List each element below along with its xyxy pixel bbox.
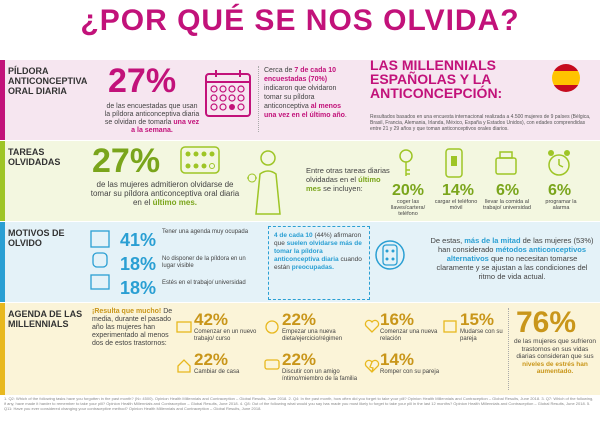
text-highlight: más de la mitad	[464, 236, 521, 245]
text: cuando están	[274, 256, 362, 271]
page-title: ¿POR QUÉ SE NOS OLVIDA?	[80, 4, 520, 37]
section-accent-bar	[0, 60, 5, 140]
reason-label: Estés en el trabajo/ universidad	[162, 280, 246, 286]
text: Entre otras tareas diarias olvidadas en …	[306, 166, 390, 184]
text-highlight: preocupadas.	[291, 264, 334, 271]
text-highlight: al menos una vez en el último año	[264, 103, 345, 119]
pill-strip-icon	[372, 230, 408, 280]
briefcase-icon	[176, 318, 192, 334]
text-highlight: métodos anticonceptivos alternativos	[446, 245, 586, 263]
task-label: coger las llaves/cartera/ teléfono	[390, 199, 426, 217]
text-highlight: niveles de estrés han aumentado.	[522, 360, 588, 376]
reason-label: Tener una agenda muy ocupada	[162, 229, 249, 235]
stress-text: de las mujeres que sufrieron trastornos …	[514, 338, 596, 376]
stat-text-b: Cerca de 7 de cada 10 encuestadas (70%) …	[264, 66, 350, 120]
stat-text-highlight: una vez a la semana.	[131, 119, 200, 134]
agenda-label: Empezar una nueva dieta/ejercicio/régime…	[282, 329, 343, 342]
right-text: Resultados basados en una encuesta inter…	[370, 114, 591, 132]
agenda-label: Comenzar en un nuevo trabajo/ curso	[194, 329, 257, 342]
stat-pct: 27%	[108, 62, 177, 100]
text: Cerca de	[264, 67, 293, 74]
text: de las mujeres que sufrieron trastornos …	[514, 338, 597, 360]
stress-pct: 76%	[516, 306, 577, 339]
phone-icon	[444, 148, 464, 178]
agenda-label: Romper con su pareja	[380, 369, 440, 375]
broken-heart-icon	[364, 358, 380, 374]
food-container-icon	[494, 150, 518, 176]
worry-text: 4 de cada 10 (44%) afirmaron que suelen …	[274, 232, 364, 272]
text: se incluyen:	[323, 184, 363, 193]
reason-pct: 41%	[120, 230, 157, 250]
section-label-pill: PÍLDORA ANTICONCEPTIVA ORAL DIARIA	[8, 66, 88, 96]
agenda-pct: 22%	[282, 310, 317, 329]
pill-pack-icon	[180, 146, 220, 174]
section-accent-bar	[0, 303, 5, 395]
divider	[258, 66, 260, 132]
moving-box-icon	[442, 318, 458, 334]
section-label-agenda: AGENDA DE LAS MILLENNIALS	[8, 309, 83, 329]
section-accent-bar	[0, 141, 5, 221]
section-accent-bar	[0, 222, 5, 302]
section-band-pill	[0, 60, 600, 140]
text-highlight: último mes.	[152, 198, 198, 207]
apple-icon	[264, 318, 280, 334]
task-pct: 20%	[392, 182, 425, 199]
text-highlight: último mes	[306, 175, 381, 193]
mid-text: Entre otras tareas diarias olvidadas en …	[306, 166, 394, 193]
agenda-label: Mudarse con su pareja	[460, 329, 503, 342]
agenda-pct: 42%	[194, 310, 229, 329]
chat-icon	[264, 358, 280, 374]
task-label: programar la alarma	[545, 199, 577, 211]
text: de las mujeres (53%) han considerado	[438, 236, 594, 254]
heart-icon	[364, 318, 380, 334]
stat-text-body: de las encuestadas que usan la píldora a…	[104, 103, 200, 126]
stat-text: de las mujeres admitieron olvidarse de t…	[90, 180, 240, 207]
reason-pct: 18%	[120, 278, 157, 298]
section-band-agenda	[0, 303, 600, 395]
text-highlight: suelen olvidarse más de tomar la píldora…	[274, 240, 362, 263]
section-label-reasons: MOTIVOS DE OLVIDO	[8, 228, 65, 248]
agenda-pct: 22%	[282, 350, 317, 369]
worry-box	[268, 226, 370, 300]
section-label-tasks: TAREAS OLVIDADAS	[8, 147, 61, 167]
agenda-label: Discutir con un amigo íntimo/miembro de …	[282, 369, 358, 382]
reason-pct: 18%	[120, 254, 157, 274]
stat-pct: 27%	[92, 142, 161, 180]
text: De media, durante el pasado año las muje…	[92, 308, 173, 347]
spain-flag-icon	[552, 64, 580, 92]
agenda-pct: 16%	[380, 310, 415, 329]
divider	[508, 308, 510, 390]
agenda-label: Cambiar de casa	[194, 369, 240, 375]
house-icon	[176, 358, 192, 374]
key-icon	[394, 148, 418, 178]
text: indicaron que olvidaron tomar su píldora…	[264, 85, 337, 110]
alarm-clock-icon	[546, 148, 572, 178]
text: que no necesitan tomarse claramente y se…	[436, 254, 588, 281]
task-pct: 6%	[548, 182, 572, 199]
agenda-pct: 14%	[380, 350, 415, 369]
agenda-label: Comenzar una nueva relación	[380, 329, 438, 342]
agenda-pct: 15%	[460, 310, 495, 329]
text-highlight: ¡Resulta que mucho!	[92, 308, 162, 315]
alternatives-text: De estas, más de la mitad de las mujeres…	[430, 236, 594, 281]
task-pct: 14%	[442, 182, 475, 199]
reason-label: No disponer de la píldora en un lugar vi…	[162, 256, 246, 269]
footnote: 1. Q2: Which of the following tasks have…	[4, 396, 594, 411]
text: .	[344, 112, 347, 119]
task-label: llevar la comida al trabajo/ universidad	[482, 199, 531, 211]
agenda-intro: ¡Resulta que mucho! De media, durante el…	[92, 308, 176, 348]
calendar-icon	[204, 68, 252, 118]
reason-icons	[88, 230, 112, 292]
text-highlight: 4 de cada 10	[274, 232, 313, 239]
text-highlight: 7 de cada 10 encuestadas (70%)	[264, 67, 336, 83]
task-pct: 6%	[496, 182, 520, 199]
text: (44%) afirmaron que	[274, 232, 362, 247]
agenda-pct: 22%	[194, 350, 229, 369]
right-title: LAS MILLENNIALS ESPAÑOLAS Y LA ANTICONCE…	[370, 57, 503, 101]
text: De estas,	[430, 236, 463, 245]
text: de las mujeres admitieron olvidarse de t…	[90, 180, 240, 207]
stat-text: de las encuestadas que usan la píldora a…	[104, 103, 200, 135]
woman-thinking-icon	[246, 148, 290, 216]
task-label: cargar el teléfono móvil	[434, 199, 478, 211]
